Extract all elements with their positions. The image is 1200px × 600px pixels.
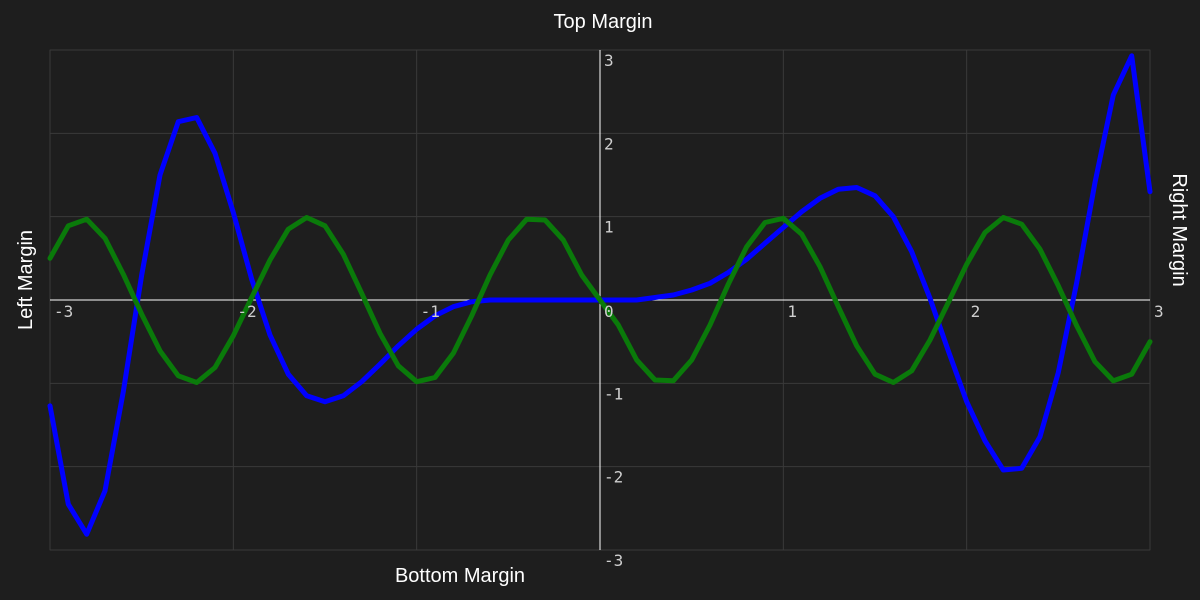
x-tick-label: -2 xyxy=(237,302,256,321)
series-layer xyxy=(47,53,1153,537)
right-margin-label: Right Margin xyxy=(1168,173,1190,286)
bottom-margin-label: Bottom Margin xyxy=(395,565,525,587)
x-tick-label: 0 xyxy=(604,302,614,321)
y-tick-label: 3 xyxy=(604,51,614,70)
x-tick-label: 3 xyxy=(1154,302,1164,321)
y-tick-label: 2 xyxy=(604,134,614,153)
series-line-2 xyxy=(47,215,1153,385)
y-tick-label: 1 xyxy=(604,218,614,237)
y-tick-label: -3 xyxy=(604,551,623,570)
left-margin-label: Left Margin xyxy=(15,230,37,330)
y-tick-label: -2 xyxy=(604,468,623,487)
x-tick-label: -1 xyxy=(421,302,440,321)
top-margin-label: Top Margin xyxy=(554,11,653,33)
x-tick-label: 2 xyxy=(971,302,981,321)
x-tick-label: 1 xyxy=(787,302,797,321)
y-tick-label: -1 xyxy=(604,384,623,403)
y-tick-labels: 3 2 1 -1 -2 -3 xyxy=(604,51,623,570)
x-tick-label: -3 xyxy=(54,302,73,321)
x-tick-labels: -3 -2 -1 0 1 2 3 xyxy=(54,302,1164,321)
